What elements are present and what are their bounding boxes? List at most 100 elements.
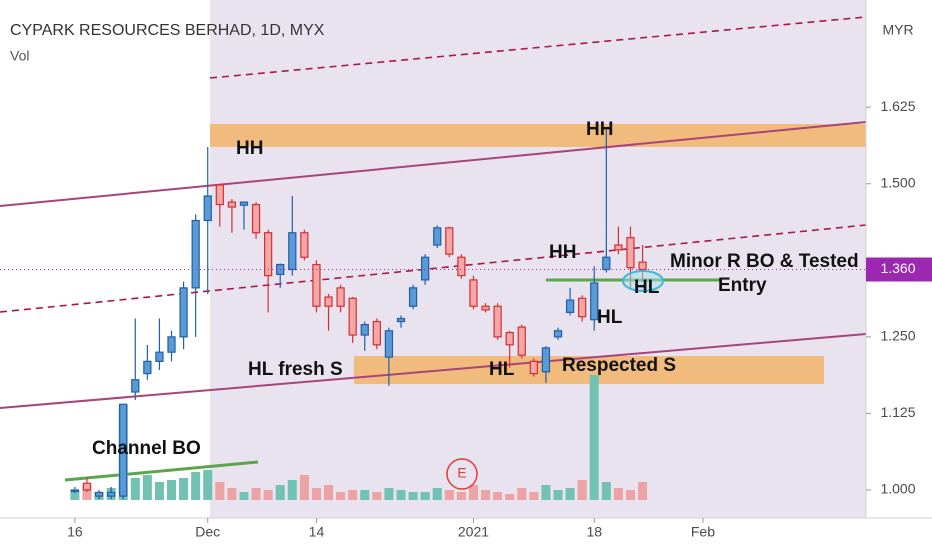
candle-body xyxy=(565,299,575,313)
candle-body xyxy=(94,491,104,497)
currency-label: MYR xyxy=(882,22,913,38)
volume-bar xyxy=(468,485,478,500)
candle-body xyxy=(119,403,128,497)
volume-bar xyxy=(396,490,406,500)
volume-bar xyxy=(384,488,394,500)
candle-body xyxy=(614,244,623,251)
candle-body xyxy=(408,287,418,307)
volume-label: Vol xyxy=(10,48,29,64)
candle-body xyxy=(421,256,430,281)
volume-bar xyxy=(541,485,551,500)
volume-bar xyxy=(553,490,563,500)
volume-bar xyxy=(625,490,636,500)
volume-bar xyxy=(251,488,261,500)
volume-bar xyxy=(154,482,164,500)
volume-bar xyxy=(408,492,418,500)
candle-body xyxy=(215,184,224,206)
volume-bar xyxy=(456,492,466,500)
annotation: HH xyxy=(236,138,263,159)
volume-bar xyxy=(179,478,189,500)
y-tick-label: 1.125 xyxy=(880,404,915,420)
x-tick-label: Feb xyxy=(691,524,715,540)
volume-bar xyxy=(275,485,285,500)
volume-bar xyxy=(323,485,334,500)
candle-body xyxy=(288,232,297,271)
y-tick-label: 1.000 xyxy=(880,481,915,497)
volume-bar xyxy=(444,490,454,500)
candle-body xyxy=(445,227,454,255)
candle-body xyxy=(312,263,321,307)
candle-body xyxy=(155,351,164,362)
candle-body xyxy=(578,297,587,318)
candle-body xyxy=(517,326,526,356)
candle-body xyxy=(70,489,80,493)
volume-bar xyxy=(638,482,648,500)
x-tick-label: 16 xyxy=(67,524,83,540)
candle-body xyxy=(433,227,442,246)
volume-bar xyxy=(311,488,321,500)
candle-body xyxy=(638,261,647,271)
candle-body xyxy=(227,201,237,208)
annotation: HH xyxy=(549,242,576,263)
candle-body xyxy=(106,491,116,497)
x-tick-label: 2021 xyxy=(458,524,489,540)
candle-body xyxy=(553,330,563,338)
volume-bar xyxy=(299,475,309,500)
candle-body xyxy=(360,324,369,336)
candle-body xyxy=(324,296,333,307)
chart-title: CYPARK RESOURCES BERHAD, 1D, MYX xyxy=(10,22,325,39)
candle-body xyxy=(264,232,273,277)
volume-bar xyxy=(613,488,623,500)
volume-bar xyxy=(420,492,430,500)
volume-bar xyxy=(70,490,80,500)
x-tick-label: 14 xyxy=(309,524,325,540)
volume-bar xyxy=(565,488,575,500)
candle-body xyxy=(590,282,599,321)
channel-top xyxy=(209,16,867,79)
last-price-box xyxy=(866,257,932,282)
candle-body xyxy=(469,279,478,307)
event-marker: E xyxy=(457,465,466,481)
annotation: HL fresh S xyxy=(248,359,343,380)
volume-bar xyxy=(239,492,249,500)
candle-body xyxy=(143,360,152,375)
annotation: HL xyxy=(634,277,660,298)
volume-bar xyxy=(432,488,442,500)
volume-bar xyxy=(517,488,527,500)
candle-body xyxy=(626,237,635,269)
volume-bar xyxy=(130,478,140,500)
candle-body xyxy=(384,330,394,358)
candle-layer xyxy=(70,128,647,500)
volume-bar xyxy=(601,482,611,500)
volume-bar xyxy=(493,492,503,500)
annotation: Entry xyxy=(718,275,767,296)
x-tick-label: 18 xyxy=(586,524,602,540)
candle-body xyxy=(82,482,92,491)
volume-bar xyxy=(166,480,177,500)
candle-body xyxy=(505,331,514,346)
channel-bo-line xyxy=(64,460,259,482)
candle-body xyxy=(251,203,261,234)
volume-bar xyxy=(287,480,297,500)
channel-upper xyxy=(0,121,867,207)
candle-body xyxy=(179,287,188,338)
channel-mid xyxy=(0,224,867,313)
last-price-label: 1.360 xyxy=(880,260,915,276)
candle-body xyxy=(372,320,381,346)
candle-body xyxy=(396,317,406,323)
volume-bar xyxy=(215,482,225,500)
y-tick-label: 1.625 xyxy=(880,98,915,114)
volume-bar xyxy=(372,492,382,500)
candle-body xyxy=(191,219,200,289)
candle-body xyxy=(336,287,345,307)
candle-body xyxy=(239,201,249,206)
volume-bar xyxy=(348,490,358,500)
candle-body xyxy=(529,360,538,375)
volume-bar xyxy=(263,490,273,500)
annotation: HL xyxy=(489,359,515,380)
candle-body xyxy=(602,256,611,271)
volume-bar xyxy=(203,470,213,500)
volume-bar xyxy=(360,490,370,500)
candle-body xyxy=(348,297,357,336)
